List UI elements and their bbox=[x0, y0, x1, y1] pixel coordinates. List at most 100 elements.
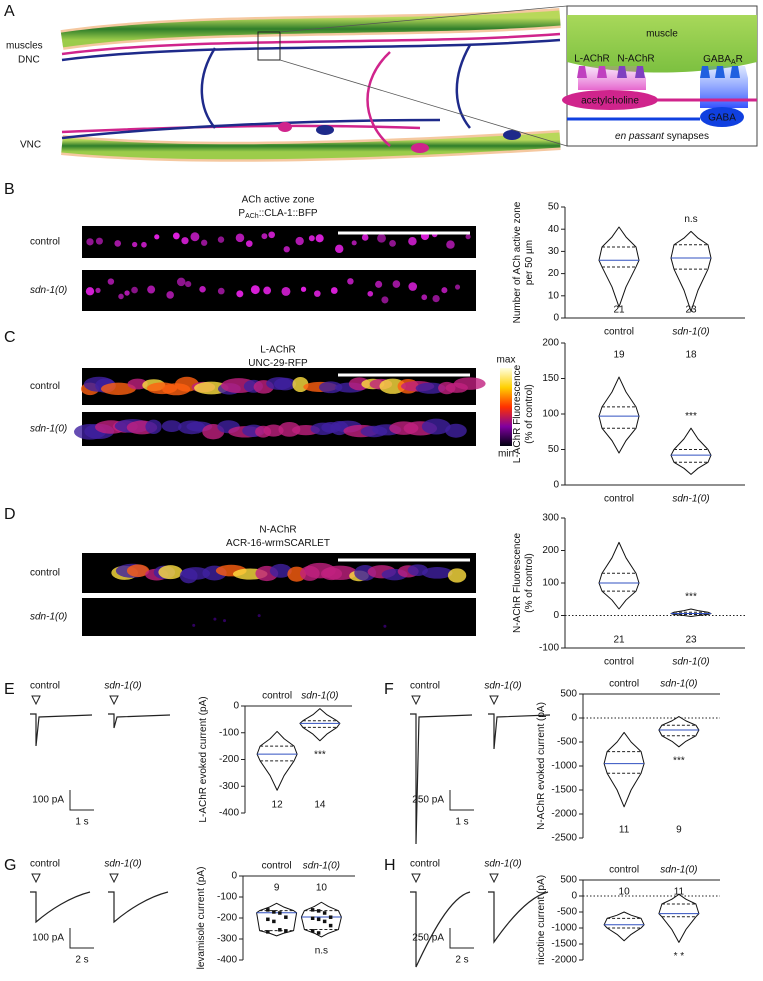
significance: n.s bbox=[684, 214, 697, 225]
category-label: sdn-1(0) bbox=[660, 679, 697, 690]
trace-label: sdn-1(0) bbox=[484, 859, 521, 870]
violin-outline bbox=[670, 427, 712, 475]
data-point bbox=[272, 910, 276, 914]
inset bbox=[562, 5, 758, 147]
puncta bbox=[367, 290, 374, 297]
y-tick-label: 100 bbox=[542, 409, 559, 420]
trace-label: control bbox=[410, 681, 440, 692]
data-point bbox=[284, 915, 288, 919]
y-axis-label-line: L-AChR Fluorescence bbox=[512, 364, 523, 463]
text-part: R bbox=[736, 54, 743, 65]
signal bbox=[273, 377, 297, 391]
violin-outline bbox=[300, 901, 342, 938]
text-part: UNC-29-RFP bbox=[248, 358, 308, 369]
y-tick-label: -200 bbox=[217, 913, 237, 924]
image-title: ACh active zone bbox=[242, 195, 315, 206]
current-trace bbox=[410, 891, 471, 968]
data-point bbox=[316, 917, 321, 922]
y-tick-label: 50 bbox=[548, 444, 560, 455]
n-label: 9 bbox=[676, 825, 682, 836]
y-tick-label: 0 bbox=[553, 610, 559, 621]
y-tick-label: 500 bbox=[560, 689, 577, 700]
current-trace bbox=[30, 891, 91, 924]
signal bbox=[445, 423, 467, 438]
puncta bbox=[261, 233, 268, 240]
data-point bbox=[310, 908, 315, 912]
puncta bbox=[315, 234, 324, 243]
inset-label: en passant synapses bbox=[615, 131, 709, 142]
y-tick-label: -100 bbox=[217, 892, 237, 903]
puncta bbox=[95, 287, 101, 293]
y-tick-label: -400 bbox=[217, 955, 237, 966]
puncta bbox=[181, 237, 189, 245]
worm-diagram bbox=[60, 5, 568, 162]
puncta bbox=[107, 278, 115, 285]
y-tick-label: -1000 bbox=[551, 923, 577, 934]
category-label: sdn-1(0) bbox=[303, 861, 340, 872]
signal bbox=[126, 564, 150, 578]
y-axis-label-line: levamisole current (pA) bbox=[196, 867, 207, 970]
image-subtitle: UNC-29-RFP bbox=[248, 358, 308, 369]
panel-label: B bbox=[4, 181, 15, 198]
n-label: 11 bbox=[674, 887, 685, 898]
n-label: 19 bbox=[613, 350, 625, 361]
stimulus-marker bbox=[109, 695, 119, 706]
y-tick-label: 0 bbox=[553, 313, 559, 324]
puncta bbox=[295, 236, 304, 246]
puncta bbox=[176, 277, 186, 287]
significance: n.s bbox=[315, 946, 328, 957]
panel-label: C bbox=[4, 329, 16, 346]
puncta bbox=[375, 280, 383, 288]
puncta bbox=[351, 240, 357, 246]
y-tick-label: -1000 bbox=[551, 761, 577, 772]
significance: *** bbox=[673, 755, 685, 766]
puncta bbox=[131, 286, 138, 294]
puncta bbox=[132, 241, 138, 248]
y-tick-label: 0 bbox=[571, 713, 577, 724]
puncta bbox=[330, 287, 338, 294]
diagram-label: muscles bbox=[6, 41, 43, 52]
puncta bbox=[314, 290, 321, 297]
puncta bbox=[192, 623, 196, 627]
y-axis-label-line: (% of control) bbox=[524, 553, 535, 612]
micrograph bbox=[82, 226, 476, 258]
category-label: sdn-1(0) bbox=[301, 691, 338, 702]
n-label: 10 bbox=[619, 887, 631, 898]
signal bbox=[421, 418, 451, 435]
signal bbox=[263, 424, 284, 437]
row-label: sdn-1(0) bbox=[30, 285, 67, 296]
y-tick-label: 0 bbox=[231, 871, 237, 882]
violin-outline bbox=[603, 911, 645, 942]
subscript: ACh bbox=[245, 213, 259, 220]
y-tick-label: -400 bbox=[219, 808, 239, 819]
scale-bar bbox=[69, 928, 94, 949]
data-point bbox=[278, 928, 282, 932]
inset-label: L-AChR bbox=[574, 54, 610, 65]
puncta bbox=[421, 294, 428, 301]
scale-label: 2 s bbox=[75, 955, 88, 966]
y-axis-label-line: nicotine current (pA) bbox=[536, 875, 547, 965]
diagram-label: VNC bbox=[20, 140, 41, 151]
row-label: control bbox=[30, 568, 60, 579]
violin-outline bbox=[598, 376, 640, 454]
y-tick-label: -500 bbox=[557, 907, 577, 918]
data-point bbox=[278, 911, 282, 915]
puncta bbox=[377, 233, 386, 243]
panel-label: H bbox=[384, 857, 396, 874]
trace-label: control bbox=[30, 859, 60, 870]
text-part: ACR-16-wrmSCARLET bbox=[226, 538, 330, 549]
n-label: 21 bbox=[613, 305, 625, 316]
violin-outline bbox=[598, 541, 640, 610]
data-point bbox=[328, 923, 333, 928]
puncta bbox=[201, 239, 208, 246]
y-tick-label: -200 bbox=[219, 754, 239, 765]
puncta bbox=[235, 233, 245, 243]
current-trace bbox=[410, 713, 473, 845]
significance: *** bbox=[685, 592, 697, 603]
y-tick-label: 20 bbox=[548, 268, 560, 279]
puncta bbox=[361, 234, 369, 241]
n-label: 10 bbox=[316, 883, 328, 894]
puncta bbox=[141, 241, 147, 248]
y-axis-label-line: N-AChR Fluorescence bbox=[512, 533, 523, 633]
